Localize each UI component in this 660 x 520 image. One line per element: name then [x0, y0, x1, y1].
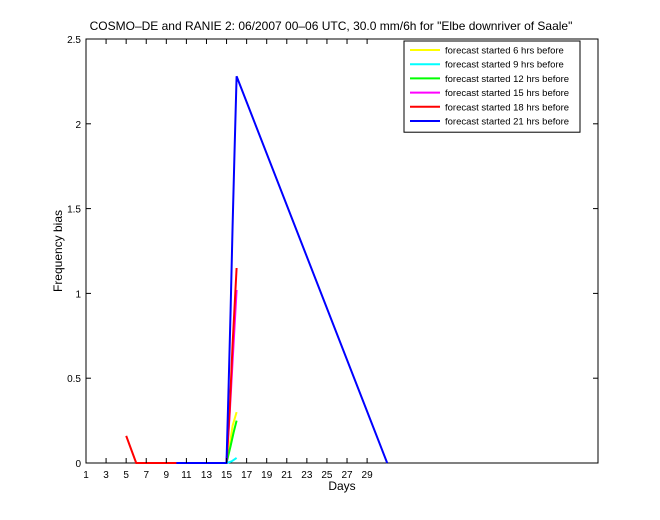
x-tick-label: 29	[362, 470, 374, 481]
x-tick-label: 25	[321, 470, 333, 481]
series-line-6	[176, 75, 389, 464]
legend: forecast started 6 hrs before forecast st…	[403, 40, 581, 133]
legend-label-2: forecast started 9 hrs before	[445, 60, 564, 71]
x-tick-label: 23	[301, 470, 313, 481]
y-tick-label: 2	[75, 120, 81, 131]
series-line-3	[225, 420, 238, 464]
y-tick-label: 1.5	[67, 205, 81, 216]
legend-box	[403, 40, 581, 133]
legend-label-6: forecast started 21 hrs before	[445, 117, 569, 128]
x-tick-label: 7	[143, 470, 149, 481]
chart-title: COSMO–DE and RANIE 2: 06/2007 00–06 UTC,…	[90, 19, 573, 33]
y-axis-label: Frequency bias	[51, 210, 65, 292]
y-tick-label: 2.5	[67, 35, 81, 46]
y-axis-ticks: 0 0.5 1 1.5 2 2.5	[67, 35, 598, 470]
x-tick-label: 17	[241, 470, 253, 481]
x-tick-label: 21	[281, 470, 293, 481]
x-axis-label: Days	[328, 479, 355, 493]
legend-label-4: forecast started 15 hrs before	[445, 88, 569, 99]
series-line-2	[226, 457, 238, 464]
x-axis-ticks: 1 3 5 7 9 11 13 15 17 19 21 23 25 27 29	[83, 39, 373, 481]
x-tick-label: 3	[103, 470, 109, 481]
legend-label-5: forecast started 18 hrs before	[445, 102, 569, 113]
x-tick-label: 1	[83, 470, 89, 481]
x-tick-label: 13	[201, 470, 213, 481]
legend-label-3: forecast started 12 hrs before	[445, 74, 569, 85]
y-tick-label: 0.5	[67, 374, 81, 385]
x-tick-label: 9	[164, 470, 170, 481]
x-tick-label: 5	[123, 470, 129, 481]
y-tick-label: 0	[75, 459, 81, 470]
legend-label-1: forecast started 6 hrs before	[445, 46, 564, 57]
x-tick-label: 19	[261, 470, 273, 481]
y-tick-label: 1	[75, 289, 81, 300]
x-tick-label: 27	[341, 470, 353, 481]
x-tick-label: 11	[181, 470, 192, 481]
series-lines	[125, 75, 389, 464]
x-tick-label: 15	[221, 470, 233, 481]
